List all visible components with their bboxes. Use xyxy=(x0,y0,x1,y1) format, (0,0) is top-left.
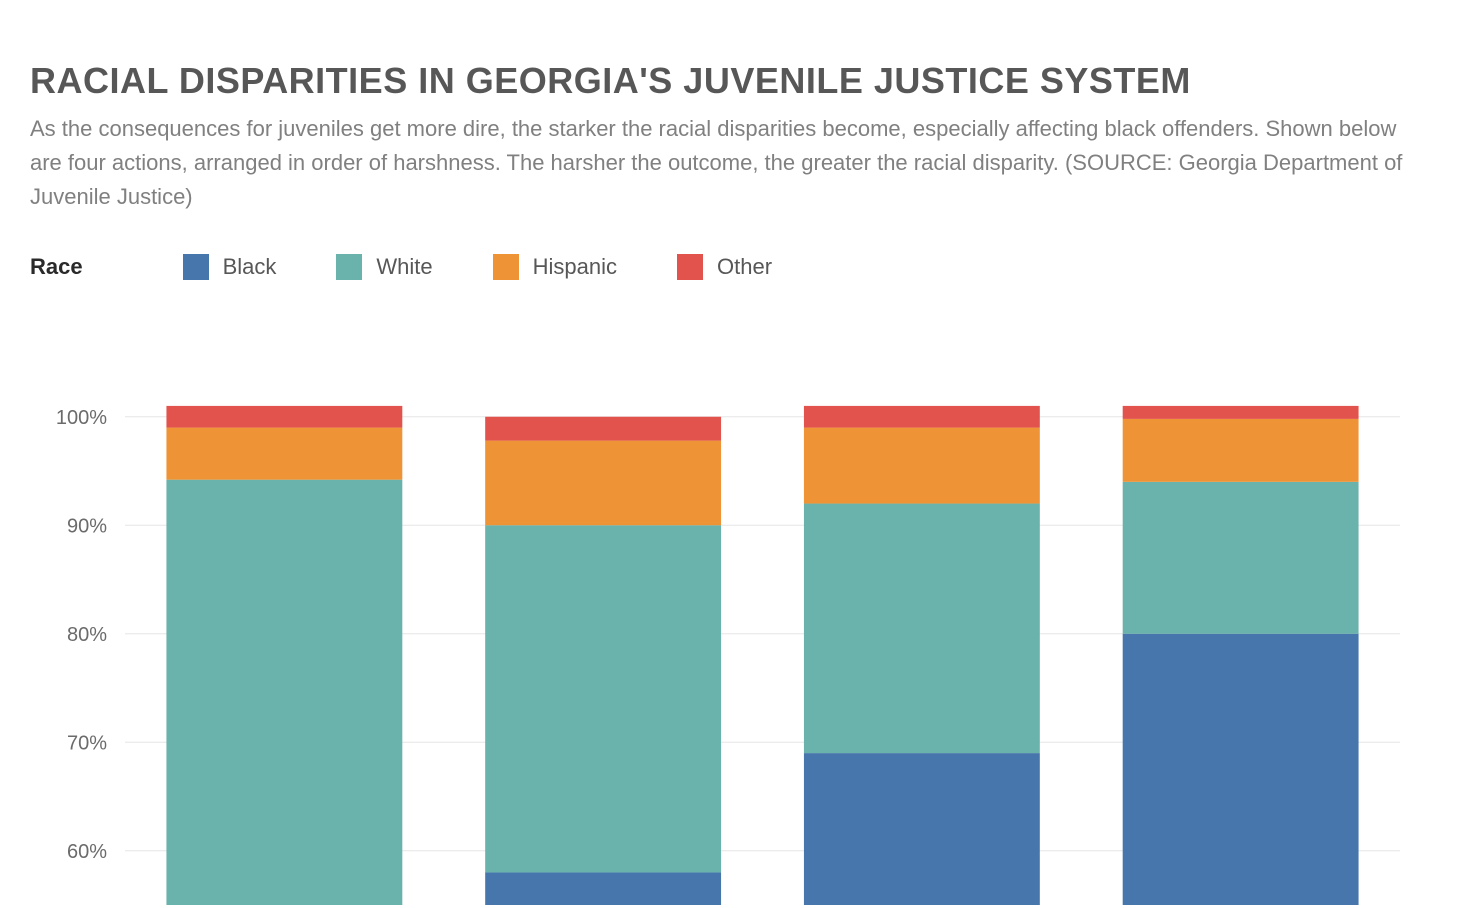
legend: Race Black White Hispanic Other xyxy=(30,254,1442,280)
chart-subtitle: As the consequences for juveniles get mo… xyxy=(30,112,1410,214)
bar-segment xyxy=(804,504,1040,754)
legend-item-black: Black xyxy=(183,254,277,280)
chart-plot-area: 60% 70% 80% 90% 100% xyxy=(30,305,1410,905)
bar-segment xyxy=(485,417,721,441)
y-tick-label: 60% xyxy=(67,841,107,863)
bar-segment xyxy=(485,441,721,526)
chart-container: RACIAL DISPARITIES IN GEORGIA'S JUVENILE… xyxy=(0,0,1472,905)
legend-label-hispanic: Hispanic xyxy=(533,254,617,280)
bar-segment xyxy=(804,406,1040,428)
y-tick-label: 80% xyxy=(67,624,107,646)
y-tick-label: 90% xyxy=(67,516,107,538)
legend-swatch-other xyxy=(677,254,703,280)
legend-item-white: White xyxy=(336,254,432,280)
bar-segment xyxy=(804,753,1040,905)
legend-item-hispanic: Hispanic xyxy=(493,254,617,280)
legend-label-other: Other xyxy=(717,254,772,280)
bar-segment xyxy=(485,873,721,906)
legend-label-white: White xyxy=(376,254,432,280)
bar-segment xyxy=(804,428,1040,504)
legend-item-other: Other xyxy=(677,254,772,280)
legend-swatch-black xyxy=(183,254,209,280)
bar-segment xyxy=(166,406,402,428)
legend-swatch-hispanic xyxy=(493,254,519,280)
y-tick-label: 100% xyxy=(56,407,107,429)
chart-title: RACIAL DISPARITIES IN GEORGIA'S JUVENILE… xyxy=(30,60,1442,102)
legend-swatch-white xyxy=(336,254,362,280)
legend-title: Race xyxy=(30,254,83,280)
bar-segment xyxy=(1123,406,1359,419)
bar-segment xyxy=(1123,419,1359,482)
bar-segment xyxy=(1123,482,1359,634)
bar-segment xyxy=(166,480,402,905)
bar-segment xyxy=(485,526,721,873)
legend-label-black: Black xyxy=(223,254,277,280)
chart-svg: 60% 70% 80% 90% 100% xyxy=(30,305,1410,905)
bar-segment xyxy=(166,428,402,480)
y-tick-label: 70% xyxy=(67,733,107,755)
bar-segment xyxy=(1123,634,1359,905)
